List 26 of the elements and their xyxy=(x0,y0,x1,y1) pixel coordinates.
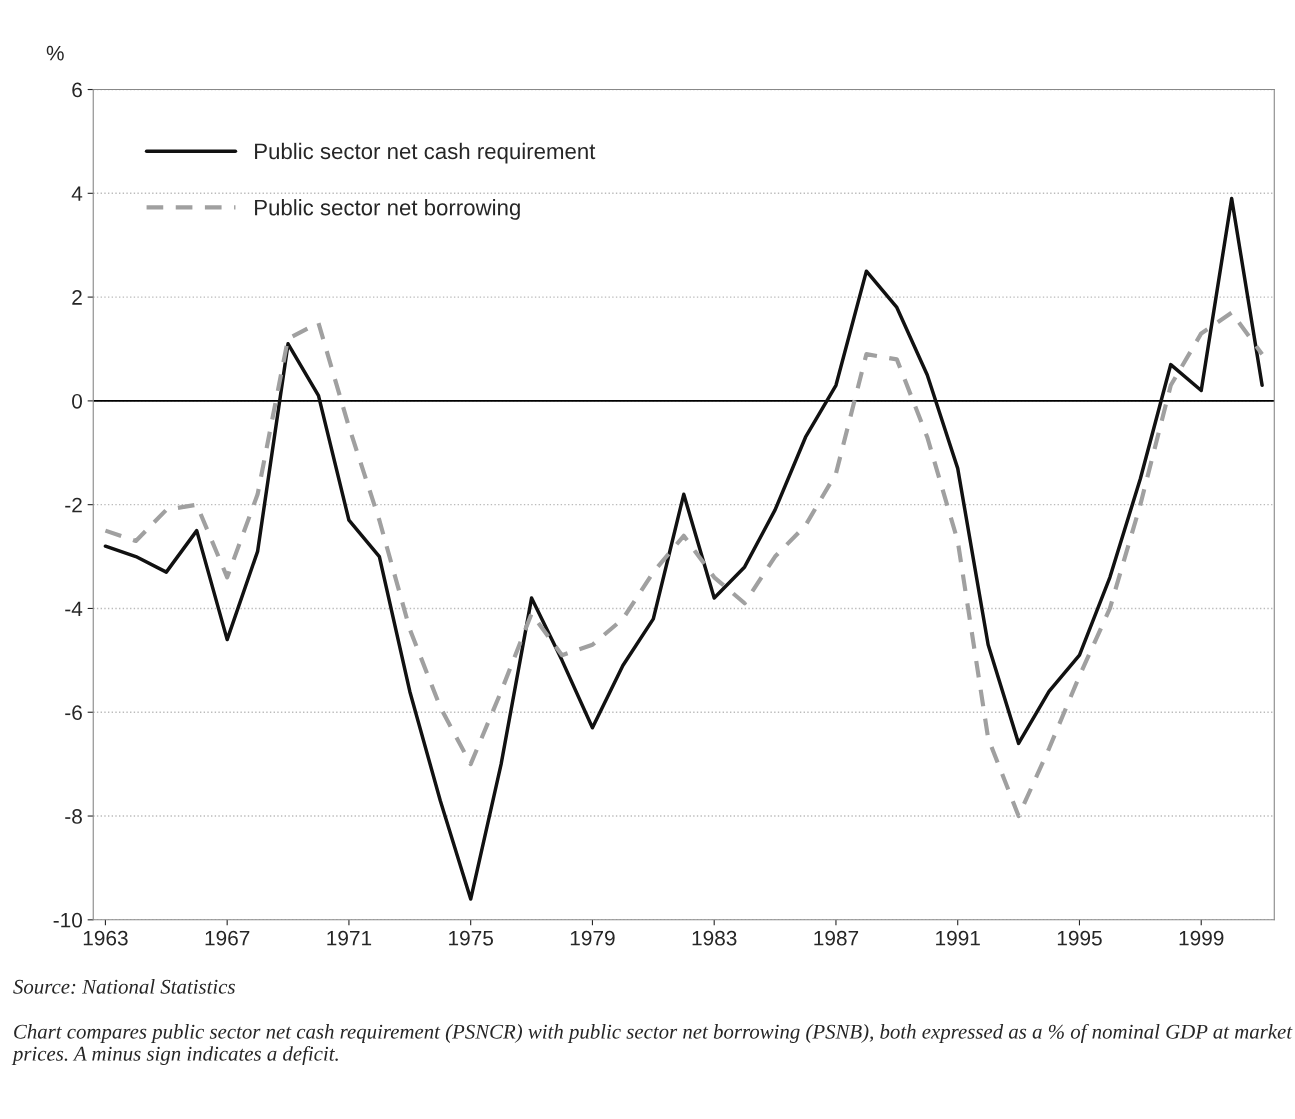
x-tick-label: 1999 xyxy=(1179,930,1224,946)
x-tick-label: 1963 xyxy=(83,930,128,946)
y-tick-label: -6 xyxy=(65,705,82,720)
y-tick-label: -2 xyxy=(65,497,82,513)
line-series xyxy=(103,196,1264,901)
y-tick-label: -10 xyxy=(53,912,83,928)
y-tick-label: 0 xyxy=(72,393,83,409)
y-tick-label: -4 xyxy=(65,601,83,617)
text: Chart compares public sector net cash requirement (PSNCR) with public sector net borrowing (PSNB), both expressed as a % of nominal GDP at market prices. A minus sign indicates a deficit. xyxy=(11,1023,1293,1066)
y-axis-title: % xyxy=(46,45,64,61)
x-tick-label: 1983 xyxy=(692,930,737,946)
x-tick-label: 1995 xyxy=(1057,930,1102,946)
x-tick-label: 1991 xyxy=(936,930,980,946)
x-tick-label: 1967 xyxy=(205,930,250,946)
x-tick-label: 1975 xyxy=(449,930,493,946)
legend-label: Public sector net borrowing xyxy=(255,199,520,220)
y-tick-label: -8 xyxy=(65,809,82,824)
y-tick-label: 4 xyxy=(71,186,83,201)
x-tick-label: 1971 xyxy=(327,930,372,946)
x-tick-label: 1979 xyxy=(570,930,615,946)
y-tick-label: 6 xyxy=(72,82,82,98)
line-series xyxy=(103,310,1265,819)
legend-label: Public sector net cash requirement xyxy=(255,142,596,164)
y-tick-label: 2 xyxy=(72,290,82,305)
x-tick-label: 1987 xyxy=(814,930,859,946)
source-note: Source: National Statistics xyxy=(13,979,235,994)
